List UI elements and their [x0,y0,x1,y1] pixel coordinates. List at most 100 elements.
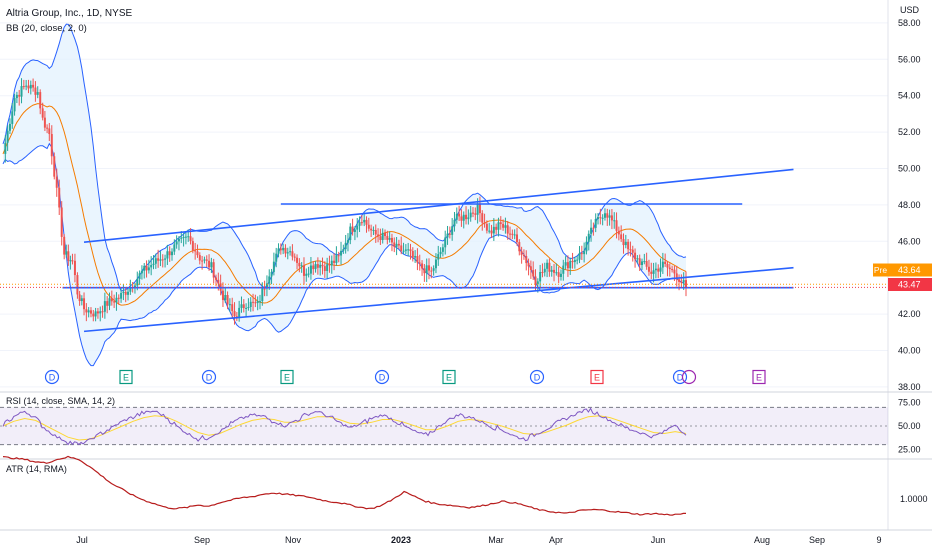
candle [643,253,646,265]
candle [168,246,171,262]
candle [446,225,449,245]
dividend-event[interactable]: D [529,369,545,385]
candle [451,218,454,241]
candle [441,243,444,257]
candle [268,269,271,290]
rsi-legend[interactable]: RSI (14, close, SMA, 14, 2) [6,396,115,406]
candle [233,302,236,325]
atr-legend[interactable]: ATR (14, RMA) [6,464,67,474]
candle [224,287,227,303]
bollinger-band-fill [3,24,686,366]
bb-legend[interactable]: BB (20, close, 2, 0) [6,23,87,34]
candle [191,237,194,254]
candle [615,212,618,239]
price-tick-label: 48.00 [898,200,921,210]
candle [525,250,528,271]
candle [20,78,23,104]
candle [573,257,576,269]
candle [221,282,224,307]
candle [245,303,248,317]
price-tick-label: 42.00 [898,309,921,319]
candle [393,237,396,253]
svg-text:D: D [534,373,541,383]
candle [11,102,14,129]
earnings-event[interactable]: E [119,369,133,385]
currency-label: USD [900,5,920,15]
dividend-event[interactable]: D [44,369,60,385]
candle [296,254,299,270]
svg-text:D: D [677,373,684,383]
candle [270,268,273,285]
candle [381,228,384,244]
candle [428,258,431,280]
candle [196,244,199,258]
candle [69,255,72,270]
svg-text:D: D [379,373,386,383]
candle [458,205,461,222]
time-tick-label: Sep [194,535,210,545]
trendline [83,168,794,244]
candle [434,253,437,274]
candle [559,269,562,281]
candle [300,262,303,273]
candle [666,261,669,277]
candle [444,230,447,255]
candle [555,263,558,276]
candle [404,244,407,255]
candle [138,270,141,285]
candle [312,261,315,275]
candle [652,262,655,283]
candle [180,231,183,244]
earnings-event[interactable]: E [590,369,604,385]
candle [664,253,667,267]
rsi-axis-labels: 75.00 50.00 25.00 [898,398,921,455]
candle [316,257,319,275]
candle [319,260,322,276]
candle [527,258,530,276]
rsi-ma-line [2,415,687,441]
candle [654,262,657,279]
candle [60,201,63,246]
candle [671,265,674,273]
candle [647,259,650,276]
candle [455,207,458,224]
candle [370,224,373,238]
candle [349,223,352,245]
candle [397,239,400,250]
candle [120,287,123,303]
candle [414,250,417,263]
candle [208,254,211,271]
earnings-event[interactable]: E [442,369,456,385]
candle [377,228,380,243]
candle [557,266,560,284]
candle [171,248,174,261]
candle [346,233,349,252]
candle [8,118,11,135]
earnings-event [681,369,697,385]
candle [92,309,95,322]
premarket-badge: Pre 43.64 [873,263,932,277]
candle [27,79,30,94]
candle [22,79,25,90]
trendlines[interactable] [62,168,794,333]
candle [488,222,491,234]
candle [265,275,268,297]
candle [50,125,53,165]
candle [492,218,495,241]
candle [680,274,683,287]
candle [504,217,507,234]
candle [411,247,414,262]
candle [386,230,389,245]
candle [194,242,197,260]
candle [462,211,465,229]
earnings-event[interactable]: E [752,369,766,385]
candle [629,241,632,257]
earnings-event[interactable]: E [280,369,294,385]
svg-text:E: E [284,373,290,383]
candle [506,220,509,240]
candle [367,217,370,232]
dividend-event[interactable]: D [374,369,390,385]
dividend-event[interactable]: D [201,369,217,385]
